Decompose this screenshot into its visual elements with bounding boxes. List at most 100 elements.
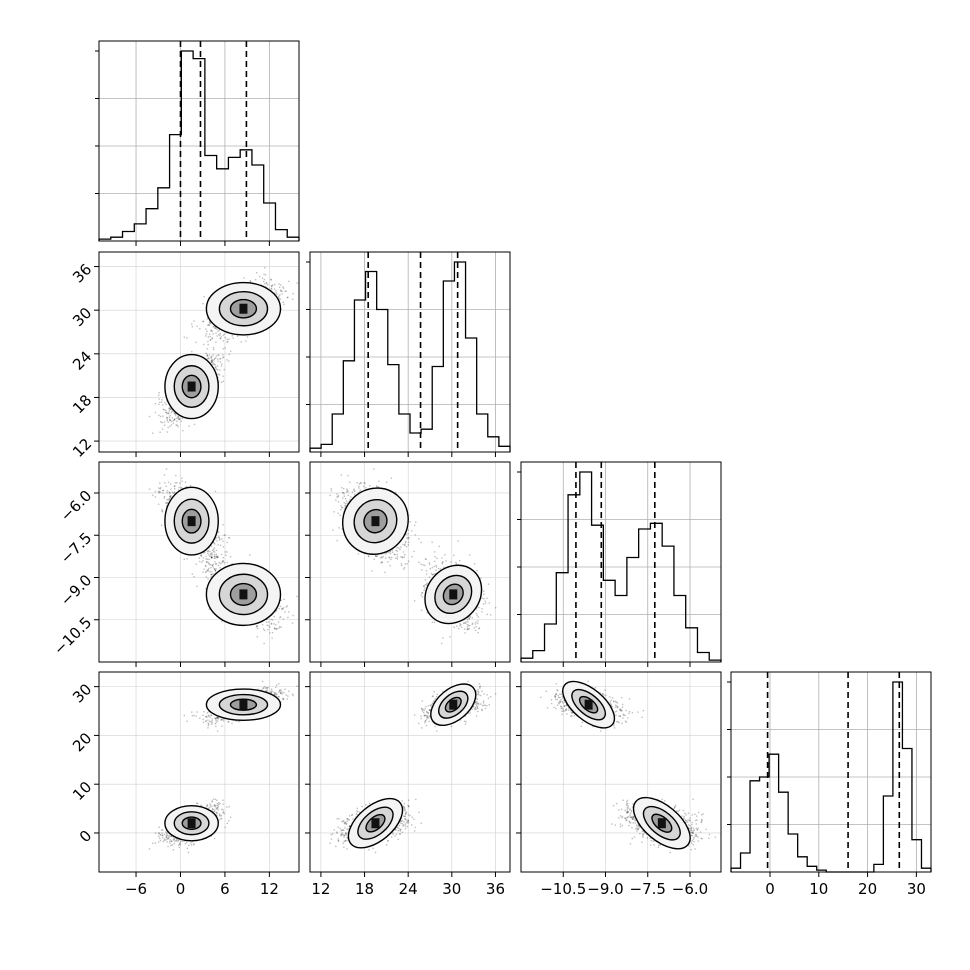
sample-point bbox=[206, 550, 208, 552]
sample-point bbox=[210, 553, 212, 555]
sample-point bbox=[213, 568, 215, 570]
sample-point bbox=[213, 555, 216, 558]
sample-point bbox=[166, 400, 168, 402]
sample-point bbox=[274, 627, 276, 630]
sample-point bbox=[346, 502, 348, 504]
sample-point bbox=[226, 359, 228, 361]
sample-point bbox=[217, 360, 219, 362]
scatter-points bbox=[329, 468, 497, 645]
sample-point bbox=[215, 549, 218, 552]
sample-point bbox=[256, 625, 258, 627]
sample-point bbox=[275, 624, 277, 626]
sample-point bbox=[214, 538, 216, 540]
sample-point bbox=[376, 554, 379, 556]
sample-point bbox=[212, 573, 215, 575]
sample-point bbox=[211, 330, 213, 332]
sample-point bbox=[214, 569, 217, 571]
sample-point bbox=[229, 556, 232, 558]
sample-point bbox=[178, 418, 181, 420]
sample-point bbox=[158, 491, 160, 493]
sample-point bbox=[220, 365, 223, 367]
sample-point bbox=[210, 566, 212, 569]
sample-point bbox=[218, 536, 220, 539]
sample-point bbox=[159, 431, 161, 433]
sample-point bbox=[207, 578, 209, 580]
sample-point bbox=[341, 506, 343, 509]
sample-point bbox=[169, 408, 172, 410]
sample-point bbox=[172, 422, 174, 424]
sample-point bbox=[216, 531, 219, 534]
sample-point bbox=[205, 561, 208, 563]
sample-point bbox=[209, 571, 211, 573]
sample-point bbox=[210, 361, 213, 364]
sample-point bbox=[286, 296, 288, 299]
sample-point bbox=[193, 575, 195, 578]
sample-point bbox=[169, 491, 171, 494]
sample-point bbox=[278, 283, 280, 285]
sample-point bbox=[353, 489, 355, 492]
sample-point bbox=[165, 468, 168, 470]
sample-point bbox=[158, 492, 160, 494]
sample-point bbox=[403, 544, 406, 546]
sample-point bbox=[280, 599, 282, 601]
sample-point bbox=[218, 334, 220, 336]
sample-point bbox=[222, 375, 224, 377]
sample-point bbox=[177, 416, 179, 418]
sample-point bbox=[347, 490, 349, 493]
sample-point bbox=[228, 537, 230, 539]
sample-point bbox=[226, 341, 228, 343]
sample-point bbox=[206, 355, 209, 358]
sample-point bbox=[211, 360, 213, 363]
sample-point bbox=[347, 494, 350, 497]
sample-point bbox=[207, 340, 209, 343]
sample-point bbox=[208, 354, 211, 356]
sample-point bbox=[158, 403, 160, 406]
sample-point bbox=[215, 332, 217, 334]
sample-point bbox=[212, 550, 215, 553]
sample-point bbox=[215, 567, 217, 570]
sample-point bbox=[278, 295, 280, 297]
sample-point bbox=[174, 485, 176, 487]
sample-point bbox=[222, 340, 225, 342]
sample-point bbox=[257, 627, 259, 630]
sample-point bbox=[211, 556, 213, 559]
sample-point bbox=[276, 627, 278, 630]
sample-point bbox=[202, 320, 204, 323]
sample-point bbox=[333, 511, 335, 513]
sample-point bbox=[208, 562, 211, 565]
sample-point bbox=[170, 410, 173, 412]
sample-point bbox=[212, 354, 214, 356]
sample-point bbox=[181, 417, 184, 420]
sample-point bbox=[174, 482, 177, 484]
sample-point bbox=[282, 608, 284, 610]
sample-point bbox=[283, 598, 285, 600]
sample-point bbox=[206, 558, 209, 560]
sample-point bbox=[382, 555, 385, 558]
density-peak bbox=[239, 303, 248, 314]
sample-point bbox=[223, 333, 226, 335]
sample-point bbox=[168, 408, 171, 410]
sample-point bbox=[196, 325, 198, 328]
sample-point bbox=[210, 556, 213, 559]
sample-point bbox=[174, 419, 176, 421]
sample-point bbox=[214, 543, 216, 545]
sample-point bbox=[199, 560, 201, 563]
sample-point bbox=[415, 521, 417, 523]
sample-point bbox=[409, 521, 411, 523]
sample-point bbox=[210, 357, 213, 359]
sample-point bbox=[222, 556, 225, 559]
sample-point bbox=[226, 551, 228, 553]
sample-point bbox=[191, 350, 193, 353]
y-tick-label: −9.0 bbox=[57, 571, 95, 609]
sample-point bbox=[206, 348, 209, 350]
sample-point bbox=[376, 555, 378, 557]
sample-point bbox=[166, 502, 168, 504]
sample-point bbox=[211, 552, 213, 554]
sample-point bbox=[159, 491, 162, 493]
sample-point bbox=[204, 551, 206, 554]
sample-point bbox=[271, 637, 273, 639]
sample-point bbox=[210, 557, 213, 559]
sample-point bbox=[404, 544, 406, 546]
sample-point bbox=[281, 607, 283, 610]
sample-point bbox=[270, 279, 272, 281]
